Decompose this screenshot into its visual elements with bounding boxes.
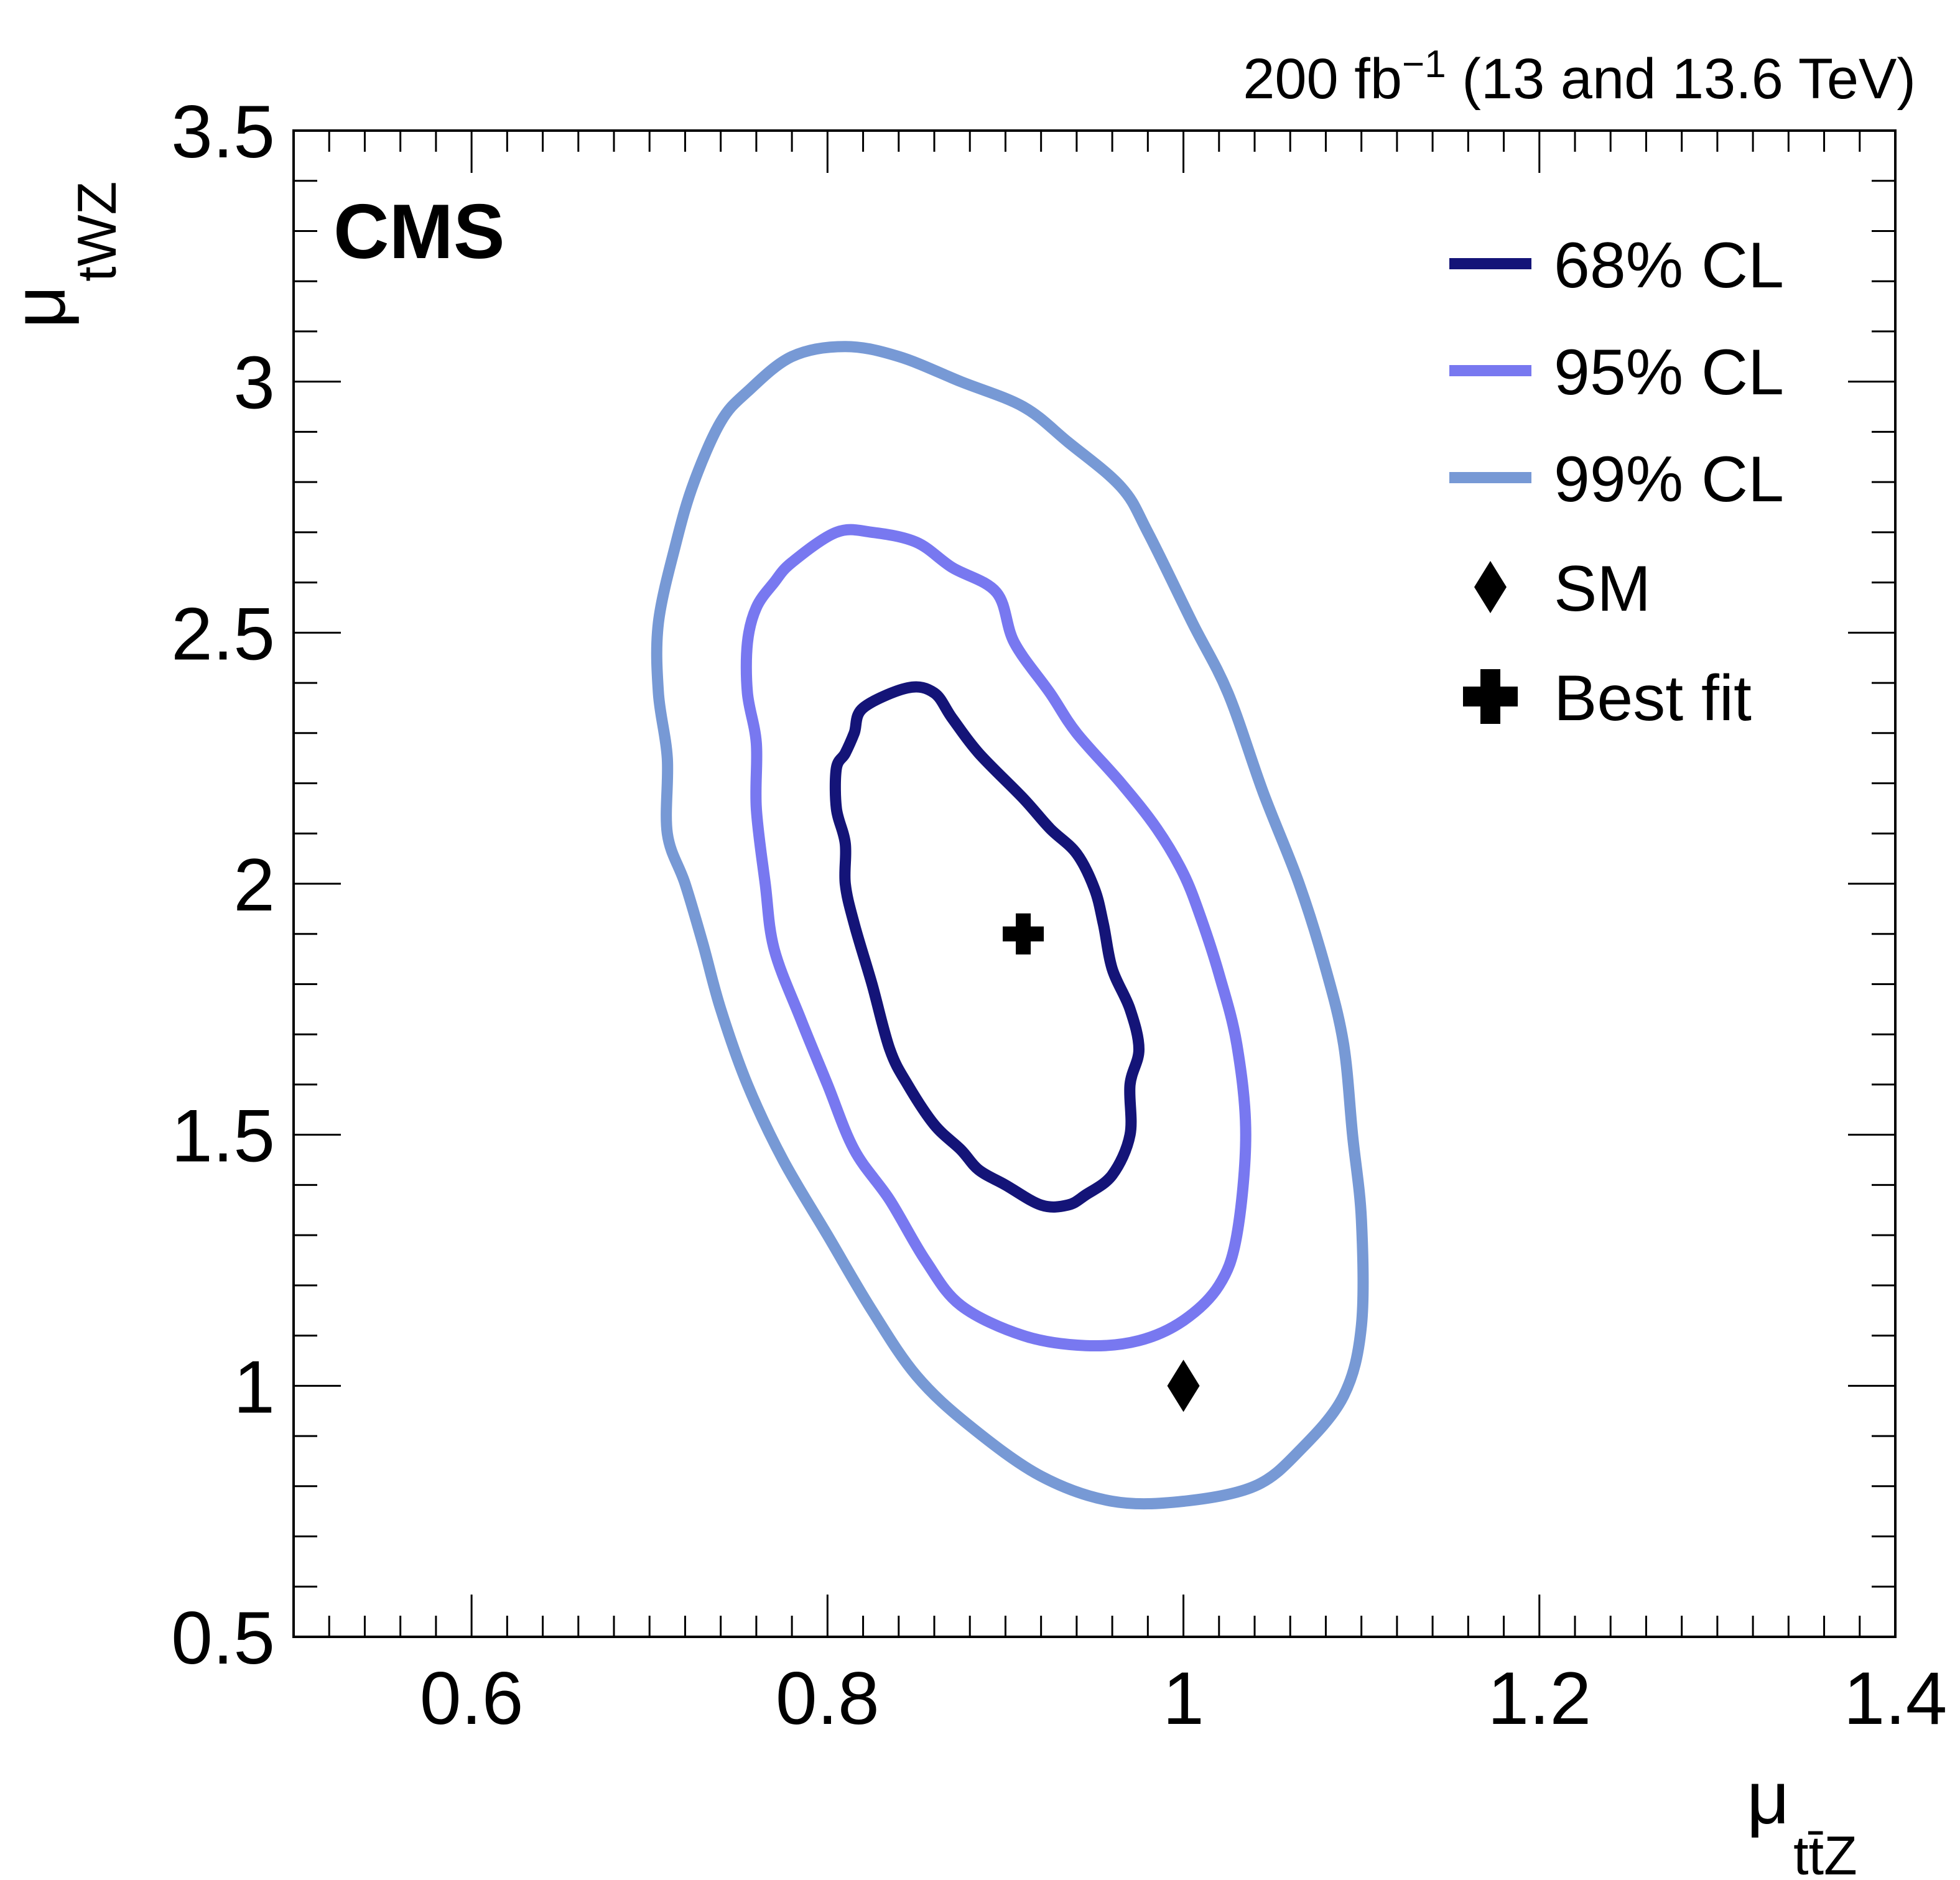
legend-label: 95% CL xyxy=(1554,336,1784,409)
x-tick-label: 1.2 xyxy=(1487,1657,1591,1740)
lumi-label: 200 fb−1 (13 and 13.6 TeV) xyxy=(1243,43,1916,111)
y-tick-label: 3.5 xyxy=(171,90,275,174)
legend-entry: SM xyxy=(1474,553,1651,625)
contour-99-cl xyxy=(651,341,1369,1510)
legend-diamond-icon xyxy=(1474,561,1507,613)
y-tick-label: 1.5 xyxy=(171,1095,275,1178)
x-tick-label: 0.6 xyxy=(420,1657,524,1740)
best-fit-marker xyxy=(1003,913,1044,955)
legend-label: 99% CL xyxy=(1554,443,1784,516)
x-axis-subscript: tt̄Z xyxy=(1793,1825,1857,1880)
y-tick-label: 3 xyxy=(233,341,275,425)
x-tick-label: 1 xyxy=(1163,1657,1204,1740)
y-axis-subscript: tWZ xyxy=(66,182,128,282)
legend-entry: 99% CL xyxy=(1449,443,1784,516)
tick-labels: 0.6 0.8 1 1.2 1.4 0.5 1 1.5 2 2.5 3 3.5 xyxy=(171,90,1947,1740)
y-tick-label: 1 xyxy=(233,1345,275,1429)
cms-label: CMS xyxy=(333,189,505,275)
x-axis-symbol: μ xyxy=(1747,1756,1790,1840)
sm-marker xyxy=(1167,1359,1200,1412)
x-tick-label: 0.8 xyxy=(776,1657,880,1740)
contours-layer xyxy=(651,341,1369,1510)
legend-label: SM xyxy=(1554,553,1651,625)
y-tick-label: 2.5 xyxy=(171,592,275,675)
y-axis-symbol: μ xyxy=(0,285,81,328)
y-tick-label: 0.5 xyxy=(171,1596,275,1680)
contour-68-cl xyxy=(829,681,1145,1213)
y-axis-title: μtWZ xyxy=(0,182,128,328)
x-axis-title: μtt̄Z xyxy=(1747,1756,1857,1880)
y-tick-label: 2 xyxy=(233,843,275,927)
x-tick-label: 1.4 xyxy=(1844,1657,1948,1740)
contour-95-cl xyxy=(740,524,1252,1352)
legend: 68% CL 95% CL 99% CL SM Best fit xyxy=(1449,229,1784,734)
legend-cross-icon xyxy=(1463,669,1518,724)
markers-layer xyxy=(1003,913,1200,1412)
legend-label: 68% CL xyxy=(1554,229,1784,302)
plot-frame xyxy=(292,129,1897,1638)
legend-entry: Best fit xyxy=(1463,662,1752,734)
legend-entry: 95% CL xyxy=(1449,336,1784,409)
legend-label: Best fit xyxy=(1554,662,1752,734)
legend-entry: 68% CL xyxy=(1449,229,1784,302)
